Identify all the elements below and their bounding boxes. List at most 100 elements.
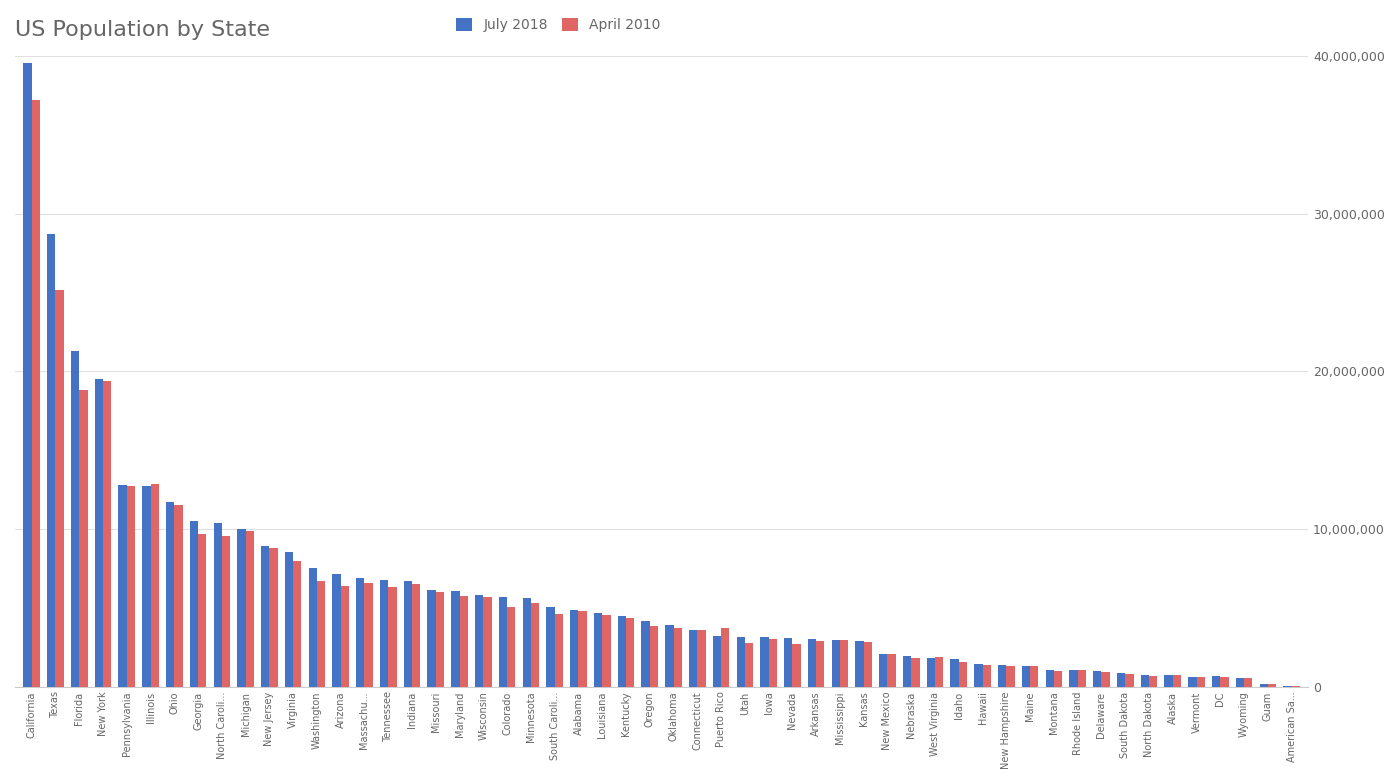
Bar (650, 626, 658, 687)
Bar (1102, 673, 1110, 687)
Bar (1221, 677, 1229, 687)
Bar (1054, 671, 1063, 687)
Bar (1268, 684, 1277, 687)
Bar (578, 612, 587, 687)
Bar (1117, 673, 1126, 687)
Bar (927, 659, 935, 687)
Bar (1007, 666, 1015, 687)
Bar (1284, 686, 1292, 687)
Bar (95, 379, 104, 687)
Bar (197, 534, 206, 687)
Bar (721, 628, 729, 687)
Bar (237, 529, 245, 687)
Bar (983, 665, 991, 687)
Bar (626, 619, 634, 687)
Bar (903, 656, 911, 687)
Bar (293, 561, 301, 687)
Bar (1022, 666, 1030, 687)
Bar (745, 643, 753, 687)
Bar (832, 640, 840, 687)
Bar (713, 637, 721, 687)
Bar (665, 625, 673, 687)
Bar (32, 100, 41, 687)
Bar (689, 630, 697, 687)
Bar (379, 580, 388, 687)
Bar (1046, 670, 1054, 687)
Bar (1078, 670, 1086, 687)
Bar (332, 574, 340, 687)
Bar (816, 641, 825, 687)
Legend: July 2018, April 2010: July 2018, April 2010 (449, 13, 666, 38)
Bar (245, 531, 253, 687)
Bar (935, 658, 944, 687)
Bar (167, 503, 174, 687)
Bar (1173, 676, 1182, 687)
Bar (840, 640, 848, 687)
Bar (340, 586, 349, 687)
Bar (221, 536, 230, 687)
Bar (316, 581, 325, 687)
Bar (531, 603, 539, 687)
Bar (697, 630, 706, 687)
Bar (769, 639, 777, 687)
Bar (80, 390, 88, 687)
Bar (1141, 675, 1149, 687)
Bar (151, 485, 158, 687)
Bar (1212, 676, 1221, 687)
Bar (1236, 677, 1245, 687)
Bar (260, 546, 269, 687)
Bar (1189, 677, 1197, 687)
Bar (1126, 673, 1134, 687)
Bar (427, 590, 435, 687)
Bar (403, 581, 412, 687)
Bar (308, 568, 316, 687)
Bar (808, 639, 816, 687)
Bar (388, 586, 396, 687)
Bar (546, 607, 554, 687)
Text: US Population by State: US Population by State (15, 20, 270, 39)
Bar (214, 523, 221, 687)
Bar (190, 521, 197, 687)
Bar (356, 578, 364, 687)
Bar (1149, 676, 1158, 687)
Bar (143, 486, 151, 687)
Bar (760, 637, 769, 687)
Bar (1292, 686, 1301, 687)
Bar (1093, 671, 1102, 687)
Bar (641, 621, 650, 687)
Bar (412, 585, 420, 687)
Bar (1165, 675, 1173, 687)
Bar (119, 485, 127, 687)
Bar (602, 615, 610, 687)
Bar (174, 505, 182, 687)
Bar (1260, 684, 1268, 687)
Bar (475, 595, 483, 687)
Bar (507, 608, 515, 687)
Bar (792, 644, 801, 687)
Bar (594, 613, 602, 687)
Bar (127, 487, 134, 687)
Bar (879, 654, 888, 687)
Bar (71, 351, 80, 687)
Bar (48, 234, 56, 687)
Bar (673, 627, 682, 687)
Bar (1030, 666, 1039, 687)
Bar (617, 616, 626, 687)
Bar (364, 583, 372, 687)
Bar (459, 596, 468, 687)
Bar (56, 290, 64, 687)
Bar (911, 658, 920, 687)
Bar (269, 548, 277, 687)
Bar (24, 64, 32, 687)
Bar (554, 614, 563, 687)
Bar (998, 666, 1007, 687)
Bar (498, 597, 507, 687)
Bar (864, 641, 872, 687)
Bar (483, 597, 491, 687)
Bar (888, 654, 896, 687)
Bar (435, 592, 444, 687)
Bar (451, 591, 459, 687)
Bar (974, 664, 983, 687)
Bar (570, 610, 578, 687)
Bar (104, 381, 111, 687)
